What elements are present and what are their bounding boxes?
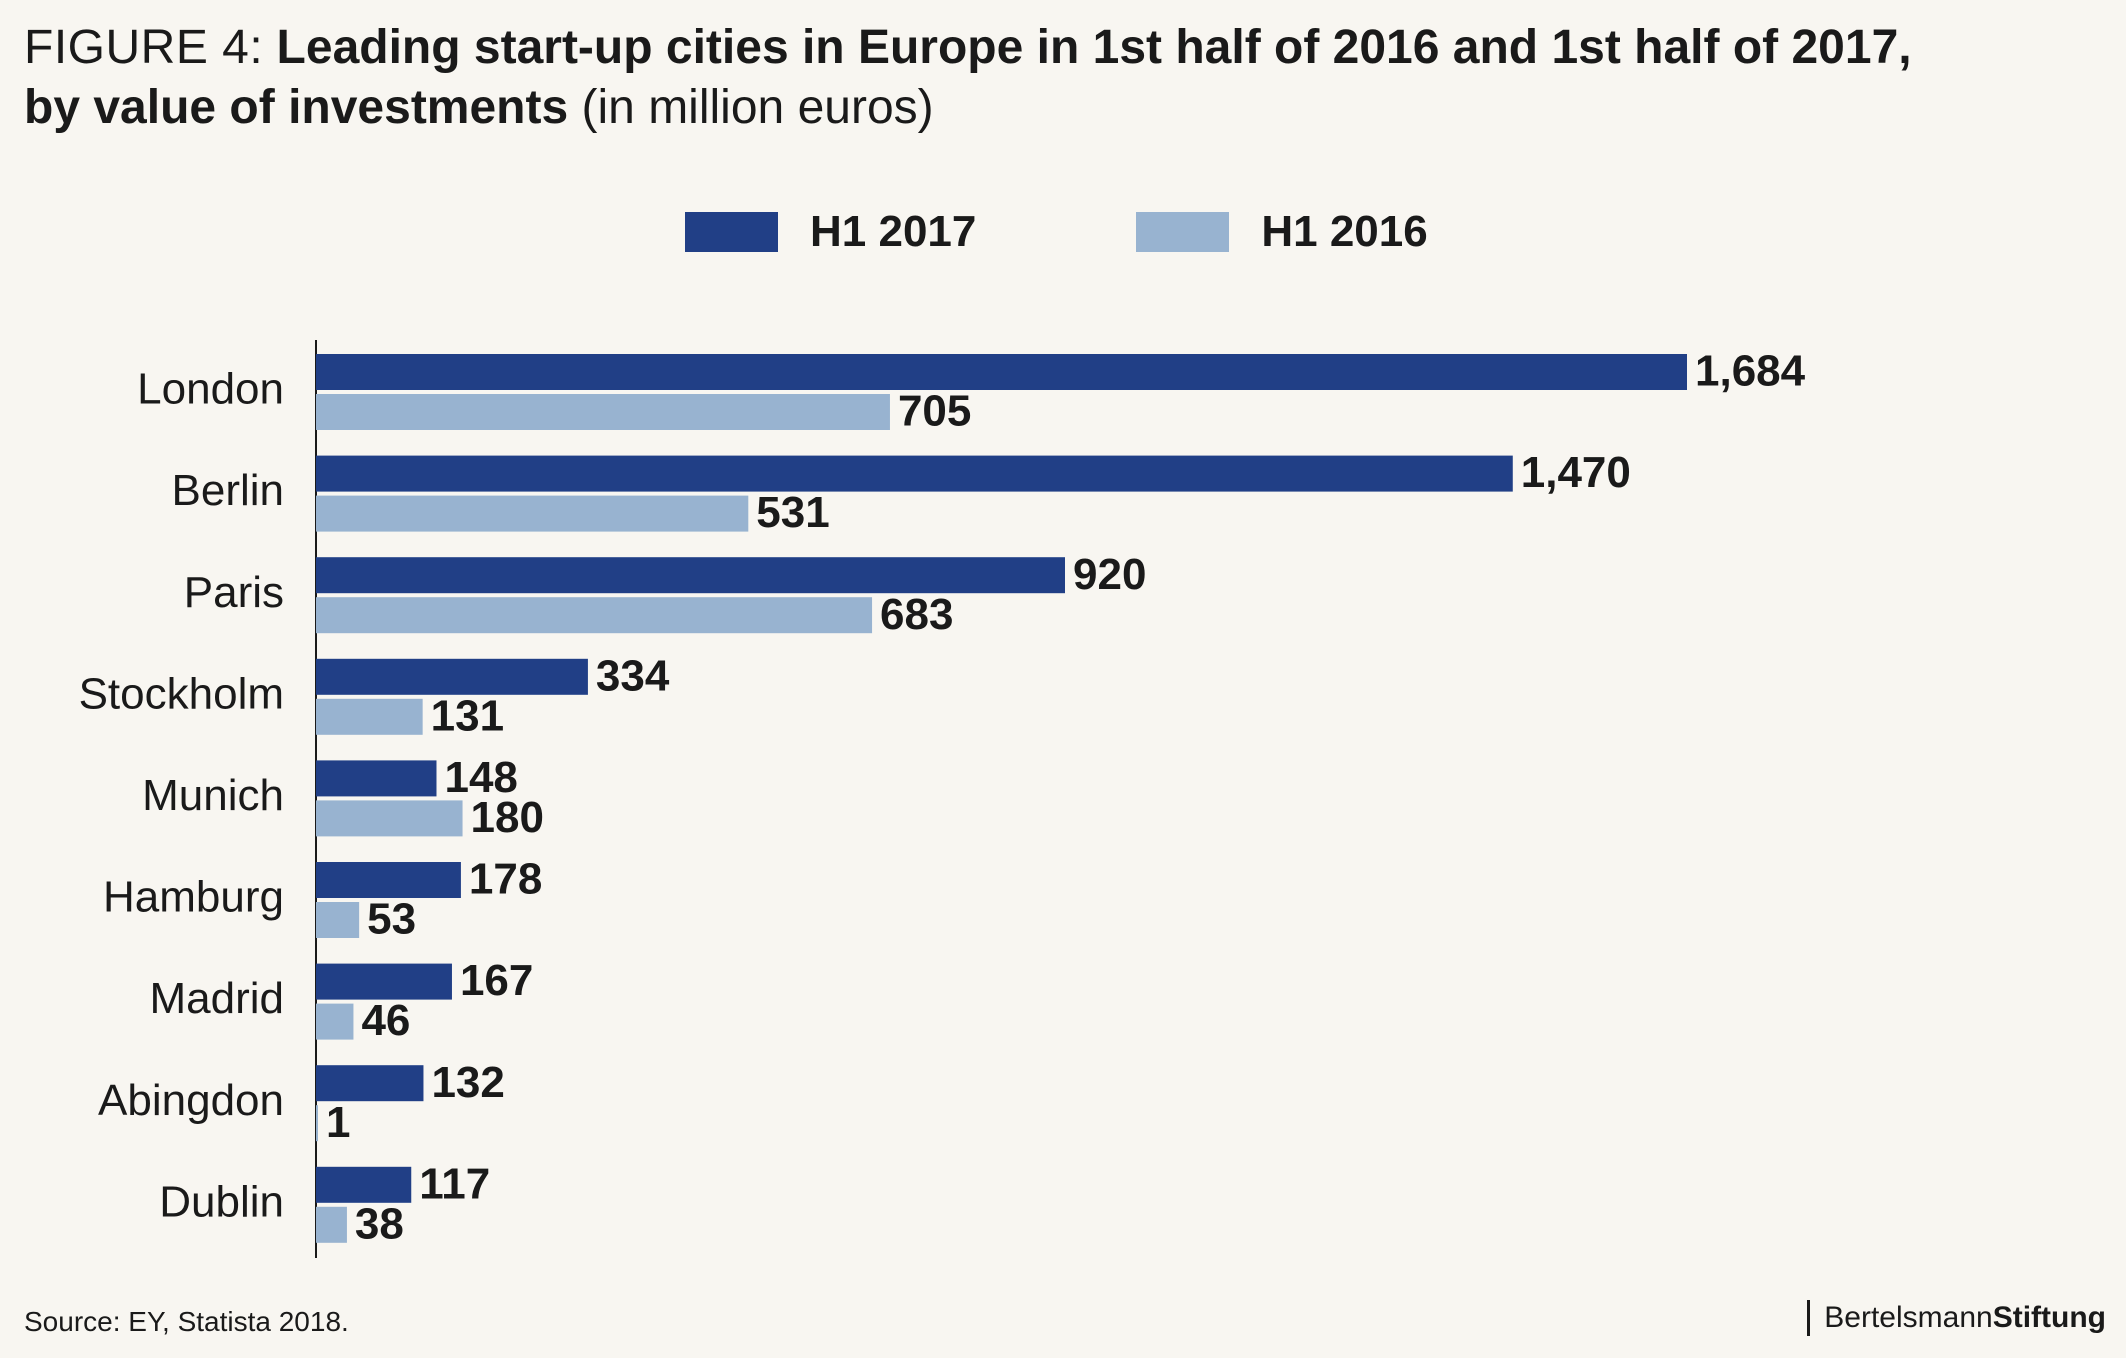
legend-swatch-h1-2017 — [685, 212, 778, 252]
bar-h1-2016-stockholm — [316, 698, 423, 735]
bar-h1-2016-berlin — [316, 495, 749, 532]
bar-h1-2017-paris — [316, 557, 1066, 594]
value-label-h1-2016-hamburg: 53 — [367, 895, 416, 944]
bar-h1-2016-madrid — [316, 1003, 354, 1040]
value-label-h1-2016-madrid: 46 — [361, 996, 410, 1045]
value-label-h1-2016-berlin: 531 — [756, 488, 829, 537]
value-label-h1-2017-paris: 920 — [1073, 550, 1146, 599]
value-label-h1-2017-london: 1,684 — [1695, 347, 1806, 396]
brand-part-2: Stiftung — [1992, 1301, 2106, 1334]
value-label-h1-2017-madrid: 167 — [460, 956, 533, 1005]
value-label-h1-2017-stockholm: 334 — [596, 651, 670, 700]
chart-legend: H1 2017 H1 2016 — [685, 200, 1588, 264]
bar-h1-2016-dublin — [316, 1206, 347, 1243]
brand-logo: BertelsmannStiftung — [1807, 1300, 2106, 1336]
bar-h1-2017-munich — [316, 760, 437, 797]
legend-item-h1-2017: H1 2017 — [685, 207, 976, 257]
value-label-h1-2017-munich: 148 — [444, 753, 517, 802]
category-label-madrid: Madrid — [150, 974, 285, 1023]
figure-label: FIGURE 4: — [24, 21, 264, 74]
legend-item-h1-2016: H1 2016 — [1136, 207, 1428, 257]
bar-h1-2017-london — [316, 354, 1687, 390]
category-label-hamburg: Hamburg — [103, 873, 284, 922]
bar-h1-2016-london — [316, 394, 890, 430]
bar-h1-2017-dublin — [316, 1166, 412, 1203]
category-label-berlin: Berlin — [172, 466, 285, 515]
brand-part-1: Bertelsmann — [1824, 1301, 1993, 1334]
category-label-stockholm: Stockholm — [79, 669, 284, 718]
value-label-h1-2016-abingdon: 1 — [326, 1098, 350, 1147]
bar-h1-2017-hamburg — [316, 862, 461, 898]
value-label-h1-2016-paris: 683 — [880, 590, 953, 639]
bar-h1-2017-stockholm — [316, 658, 588, 695]
value-label-h1-2017-berlin: 1,470 — [1521, 448, 1631, 497]
legend-label-h1-2016: H1 2016 — [1261, 207, 1428, 256]
legend-swatch-h1-2016 — [1136, 212, 1230, 252]
category-label-dublin: Dublin — [159, 1177, 284, 1226]
value-label-h1-2016-munich: 180 — [471, 793, 544, 842]
category-label-abingdon: Abingdon — [98, 1076, 284, 1125]
bar-h1-2017-berlin — [316, 455, 1513, 492]
category-label-london: London — [137, 365, 284, 414]
value-label-h1-2017-hamburg: 178 — [469, 855, 542, 904]
legend-label-h1-2017: H1 2017 — [810, 207, 977, 256]
title-main: Leading start-up cities in Europe in 1st… — [276, 21, 1912, 74]
bar-h1-2017-madrid — [316, 963, 452, 1000]
category-label-munich: Munich — [142, 771, 284, 820]
bar-h1-2016-hamburg — [316, 902, 360, 938]
bar-h1-2016-munich — [316, 800, 463, 837]
category-label-paris: Paris — [184, 568, 284, 617]
value-label-h1-2016-stockholm: 131 — [431, 691, 504, 740]
value-label-h1-2016-london: 705 — [898, 387, 971, 436]
title-line-2: by value of investments — [24, 81, 569, 134]
value-label-h1-2016-dublin: 38 — [355, 1199, 404, 1248]
value-label-h1-2017-dublin: 117 — [419, 1159, 490, 1208]
title-unit: (in million euros) — [581, 81, 934, 134]
bar-h1-2016-paris — [316, 597, 873, 634]
chart-title: FIGURE 4: Leading start-up cities in Eur… — [24, 18, 2024, 138]
source-note: Source: EY, Statista 2018. — [24, 1306, 349, 1337]
bar-h1-2016-abingdon — [316, 1105, 318, 1142]
value-label-h1-2017-abingdon: 132 — [431, 1058, 504, 1107]
bar-h1-2017-abingdon — [316, 1065, 424, 1102]
